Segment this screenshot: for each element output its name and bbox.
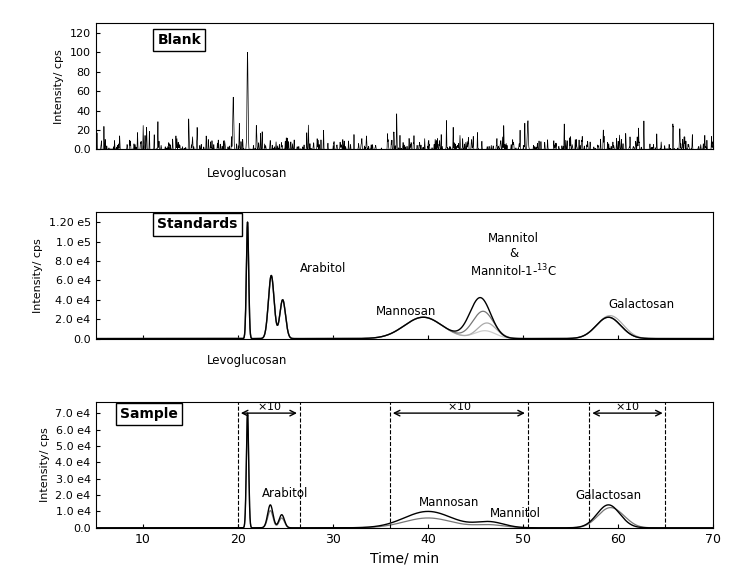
Text: Levoglucosan: Levoglucosan bbox=[207, 167, 287, 180]
Text: Galactosan: Galactosan bbox=[609, 298, 675, 311]
Text: Arabitol: Arabitol bbox=[262, 487, 308, 500]
Text: Mannosan: Mannosan bbox=[418, 496, 479, 509]
Text: $\times$10: $\times$10 bbox=[446, 400, 471, 412]
Text: Standards: Standards bbox=[157, 218, 237, 231]
Text: Mannitol: Mannitol bbox=[490, 506, 541, 520]
Text: Mannosan: Mannosan bbox=[376, 305, 436, 318]
Text: Blank: Blank bbox=[157, 33, 201, 48]
Text: $\times$10: $\times$10 bbox=[615, 400, 640, 412]
Y-axis label: Intensity/ cps: Intensity/ cps bbox=[33, 238, 43, 313]
Y-axis label: Intensity/ cps: Intensity/ cps bbox=[40, 427, 50, 502]
Y-axis label: Intensity/ cps: Intensity/ cps bbox=[54, 49, 64, 124]
X-axis label: Time/ min: Time/ min bbox=[370, 551, 439, 566]
Text: Arabitol: Arabitol bbox=[300, 262, 346, 275]
Text: Levoglucosan: Levoglucosan bbox=[207, 354, 287, 367]
Text: Sample: Sample bbox=[121, 407, 178, 420]
Text: Mannitol
&
Mannitol-1-$^{13}$C: Mannitol & Mannitol-1-$^{13}$C bbox=[470, 232, 557, 279]
Text: $\times$10: $\times$10 bbox=[257, 400, 282, 412]
Text: Galactosan: Galactosan bbox=[576, 488, 642, 502]
